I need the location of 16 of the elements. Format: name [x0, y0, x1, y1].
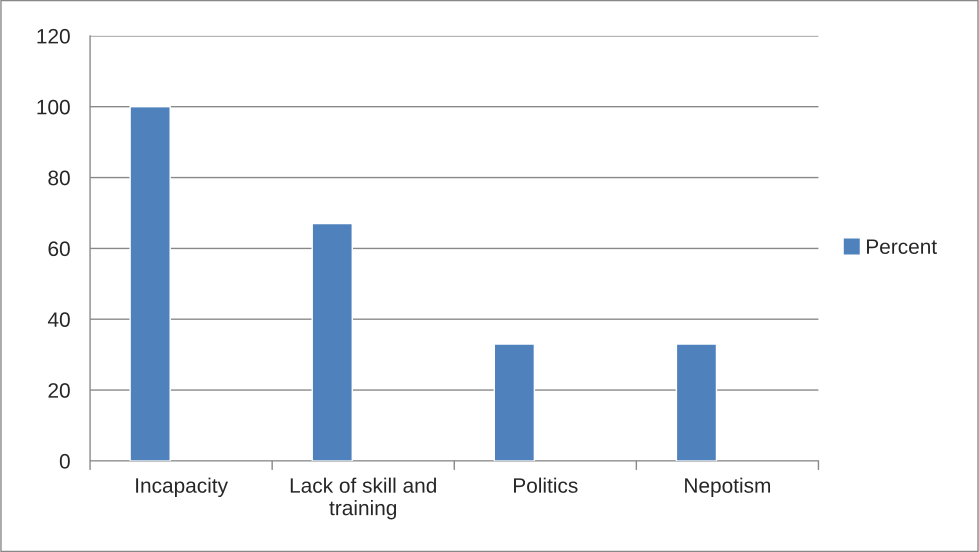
x-tick-label: Nepotism [685, 478, 770, 498]
bar [676, 343, 718, 461]
bar [129, 106, 171, 461]
legend-label: Percent [867, 239, 937, 254]
x-tick-label: Lack of skill and training [290, 478, 436, 520]
y-tick-label: 120 [37, 28, 70, 44]
bar [312, 222, 353, 461]
bar [494, 343, 536, 461]
x-tick-label: Politics [514, 478, 578, 493]
y-tick-label: 60 [48, 241, 70, 256]
y-tick-label: 0 [60, 454, 70, 469]
y-tick-label: 20 [48, 383, 70, 398]
y-tick-label: 80 [48, 170, 70, 186]
y-tick-label: 40 [48, 312, 70, 327]
y-tick-label: 100 [37, 100, 70, 114]
x-tick-label: Incapacity [136, 478, 228, 498]
